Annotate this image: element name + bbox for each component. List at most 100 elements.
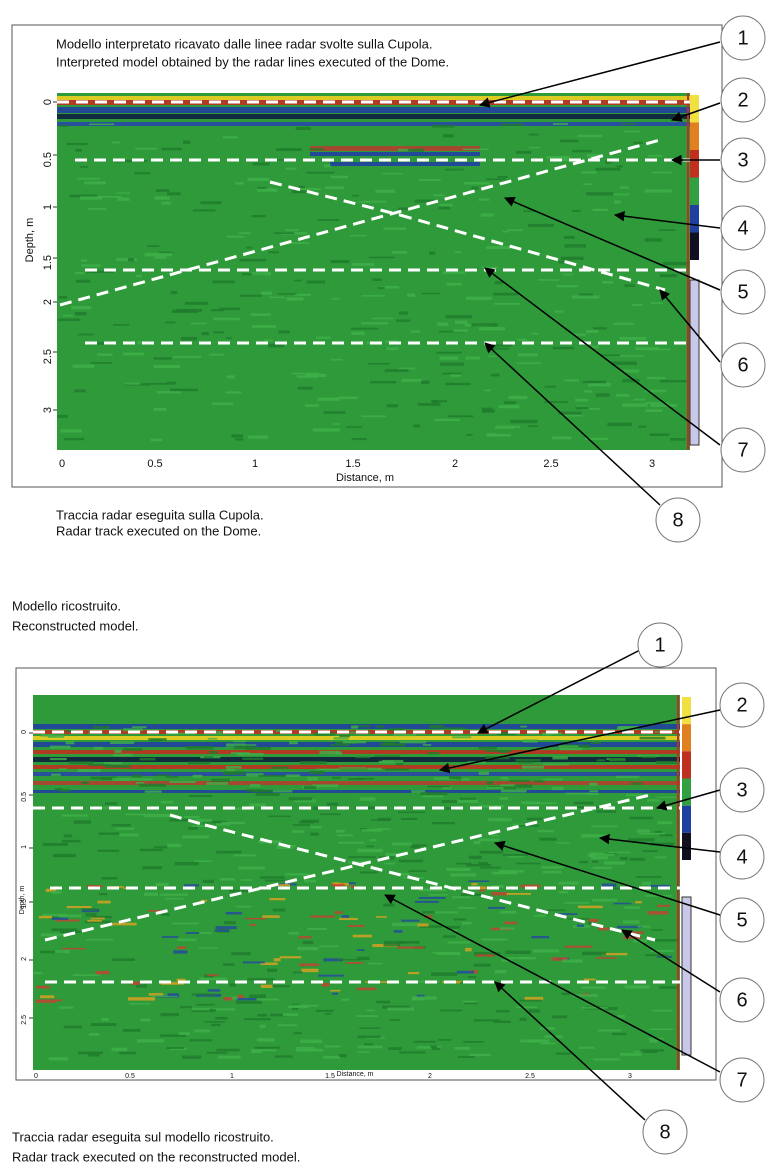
radar-texture — [316, 769, 339, 771]
radar-texture — [610, 758, 626, 761]
radar-texture — [161, 801, 173, 804]
radar-texture — [223, 136, 238, 138]
radar-texture — [236, 906, 251, 908]
radar-texture — [331, 260, 349, 263]
radar-texture — [443, 935, 456, 937]
radar-texture — [552, 787, 564, 790]
radar-texture — [515, 759, 540, 761]
radar-texture — [298, 387, 313, 390]
radar-texture — [479, 327, 505, 330]
radar-texture — [588, 381, 606, 383]
radar-texture — [638, 926, 650, 928]
radar-texture — [310, 771, 324, 774]
radar-texture — [602, 281, 613, 284]
radar-texture — [520, 726, 527, 728]
radar-texture — [660, 274, 678, 277]
radar-texture — [227, 375, 235, 378]
radar-texture — [598, 1029, 621, 1031]
radar-texture — [582, 952, 606, 955]
radar-texture — [233, 741, 246, 743]
x-tick-label: 2 — [452, 458, 458, 470]
radar-texture — [361, 415, 386, 417]
radar-texture — [112, 824, 131, 826]
radar-texture — [407, 294, 415, 297]
radar-texture — [360, 871, 378, 873]
radar-texture — [375, 828, 391, 830]
x-tick-label: 1 — [252, 458, 258, 470]
radar-texture — [613, 323, 634, 325]
radar-texture — [165, 322, 175, 324]
radar-texture — [352, 195, 359, 197]
radar-texture — [338, 397, 358, 400]
radar-texture — [156, 883, 169, 886]
y-tick-label: 2.5 — [21, 1015, 28, 1025]
radar-texture — [96, 971, 110, 974]
scale-box — [690, 280, 699, 445]
callout-number: 4 — [737, 217, 748, 239]
radar-texture — [431, 911, 457, 913]
radar-texture — [374, 755, 399, 757]
radar-texture — [331, 176, 348, 179]
radar-texture — [341, 999, 349, 1001]
color-scale — [682, 724, 691, 751]
radar-texture — [310, 915, 334, 917]
radar-texture — [339, 735, 350, 737]
radar-texture — [572, 210, 581, 212]
radar-texture — [563, 274, 572, 276]
radar-texture — [172, 923, 198, 925]
radar-texture — [144, 893, 158, 896]
radar-texture — [317, 398, 339, 401]
radar-texture — [480, 851, 503, 854]
radar-texture — [428, 894, 448, 896]
radar-texture — [82, 908, 98, 910]
radar-texture — [462, 922, 472, 925]
radar-texture — [51, 774, 61, 776]
radar-texture — [616, 165, 622, 167]
radar-texture — [478, 838, 499, 841]
radar-texture — [397, 946, 424, 948]
radar-texture — [91, 362, 112, 364]
radar-texture — [33, 972, 43, 974]
radar-texture — [257, 1038, 275, 1041]
radar-texture — [518, 353, 538, 356]
radar-texture — [376, 916, 387, 918]
radar-texture — [559, 891, 568, 893]
radar-texture — [564, 379, 578, 381]
radar-texture — [99, 893, 107, 895]
radar-texture — [208, 738, 218, 740]
radar-texture — [433, 952, 460, 954]
radar-texture — [612, 1033, 626, 1035]
callout-number: 8 — [659, 1121, 670, 1143]
radar-texture — [173, 356, 201, 358]
color-scale — [682, 697, 691, 724]
x-tick-label: 2.5 — [525, 1073, 535, 1080]
radar-texture — [510, 780, 530, 782]
radar-texture — [207, 1052, 228, 1054]
radar-texture — [249, 803, 265, 806]
radar-texture — [552, 436, 571, 439]
radar-texture — [80, 166, 88, 168]
radar-texture — [177, 938, 196, 941]
radar-texture — [454, 329, 468, 332]
radar-texture — [80, 196, 102, 199]
radar-texture — [226, 391, 242, 393]
radar-texture — [385, 769, 409, 771]
radar-texture — [161, 913, 169, 916]
reflection-band — [33, 790, 680, 793]
radar-texture — [75, 149, 82, 152]
radar-texture — [207, 974, 219, 976]
radar-texture — [211, 779, 230, 782]
radar-texture — [307, 928, 326, 930]
radar-texture — [334, 737, 349, 739]
radar-texture — [261, 292, 272, 295]
radar-texture — [433, 194, 445, 196]
radar-texture — [427, 786, 450, 788]
radar-texture — [167, 192, 181, 195]
radar-texture — [307, 777, 317, 780]
radar-texture — [560, 748, 583, 751]
radar-texture — [586, 330, 599, 333]
color-scale — [690, 233, 699, 261]
radar-texture — [342, 915, 349, 918]
radar-texture — [561, 257, 584, 260]
radar-texture — [399, 311, 408, 314]
